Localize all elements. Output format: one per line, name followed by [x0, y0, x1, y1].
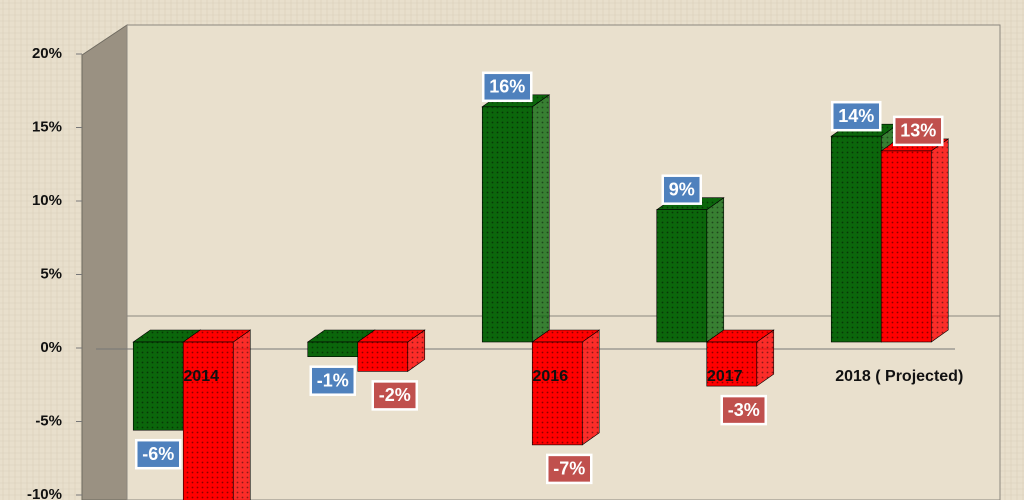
bar-side-shade	[706, 197, 724, 342]
value-label-box	[830, 100, 882, 132]
y-tick-label: 20%	[32, 45, 62, 62]
value-label: -3%	[728, 400, 760, 420]
bar-shade	[307, 342, 358, 357]
bar-side-shade	[233, 330, 251, 500]
y-tick-label: 5%	[40, 265, 62, 282]
value-label: -7%	[553, 459, 585, 479]
bar-side-shade	[756, 330, 774, 387]
y-tick-label: -10%	[27, 486, 62, 500]
value-label-box	[371, 380, 419, 411]
y-tick-label: 15%	[32, 118, 62, 135]
x-tick-label: 2017	[707, 368, 743, 385]
x-tick-label: 2016	[532, 368, 568, 385]
bar-top-shade	[706, 330, 774, 342]
bar-shade	[482, 106, 533, 342]
bar-shade	[183, 342, 234, 500]
bar-side-shade	[931, 138, 949, 342]
value-label: 13%	[900, 121, 936, 141]
bar-group	[356, 329, 426, 372]
bar-top-shade	[133, 330, 201, 342]
bar-shade	[656, 209, 707, 342]
value-label-box	[309, 365, 357, 396]
x-tick-label: 2014	[183, 368, 219, 385]
bar-top-shade	[183, 330, 251, 342]
bar-group	[531, 329, 601, 446]
y-tick-label: 0%	[40, 339, 62, 356]
y-tick-label: -5%	[35, 412, 62, 429]
bar-group	[481, 94, 551, 343]
plot: -10% -5% 0% 5% 10% 15% 20% 2014 2016 2017 2018 ( P…	[27, 45, 963, 500]
value-label-box	[892, 115, 944, 147]
bar-shade	[133, 342, 184, 431]
value-label-box	[720, 394, 768, 426]
bar-side-shade	[582, 330, 600, 445]
x-tick-label: 2018 ( Projected)	[835, 368, 963, 385]
bar-group	[655, 197, 725, 343]
value-label: -1%	[317, 370, 349, 390]
bar-shade	[357, 342, 408, 372]
bar-top-shade	[307, 330, 375, 342]
bar-side-shade	[532, 94, 550, 342]
bar-shade	[831, 136, 882, 342]
value-label: 14%	[838, 106, 874, 126]
value-label-box	[545, 453, 593, 485]
value-label: -6%	[142, 444, 174, 464]
value-label: 16%	[489, 77, 525, 97]
value-label: -2%	[379, 385, 411, 405]
bar-shade	[881, 150, 932, 342]
value-label-box	[134, 438, 182, 470]
bar-top-shade	[532, 330, 600, 342]
y-tick-label: 10%	[32, 192, 62, 209]
side-wall	[81, 24, 128, 500]
bar-shade	[532, 342, 583, 445]
value-label: 9%	[669, 179, 695, 199]
bar-side-shade	[407, 330, 425, 372]
value-label-box	[481, 71, 533, 103]
bar-group	[705, 329, 775, 387]
bar-shade	[706, 342, 757, 387]
bar-top-shade	[357, 330, 425, 342]
bar-group	[880, 138, 950, 343]
bar-group	[182, 329, 252, 500]
value-label-box	[661, 174, 703, 205]
